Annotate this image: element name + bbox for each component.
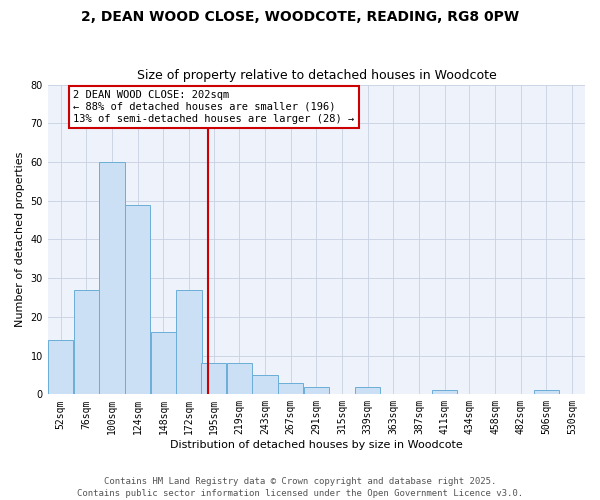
Bar xyxy=(48,340,73,394)
X-axis label: Distribution of detached houses by size in Woodcote: Distribution of detached houses by size … xyxy=(170,440,463,450)
Bar xyxy=(176,290,202,395)
Text: 2, DEAN WOOD CLOSE, WOODCOTE, READING, RG8 0PW: 2, DEAN WOOD CLOSE, WOODCOTE, READING, R… xyxy=(81,10,519,24)
Bar xyxy=(355,386,380,394)
Bar xyxy=(227,364,252,394)
Bar xyxy=(74,290,99,395)
Title: Size of property relative to detached houses in Woodcote: Size of property relative to detached ho… xyxy=(137,69,496,82)
Text: 2 DEAN WOOD CLOSE: 202sqm
← 88% of detached houses are smaller (196)
13% of semi: 2 DEAN WOOD CLOSE: 202sqm ← 88% of detac… xyxy=(73,90,355,124)
Bar xyxy=(100,162,125,394)
Bar xyxy=(151,332,176,394)
Bar xyxy=(278,382,303,394)
Text: Contains HM Land Registry data © Crown copyright and database right 2025.
Contai: Contains HM Land Registry data © Crown c… xyxy=(77,476,523,498)
Y-axis label: Number of detached properties: Number of detached properties xyxy=(15,152,25,327)
Bar xyxy=(304,386,329,394)
Bar xyxy=(253,375,278,394)
Bar xyxy=(432,390,457,394)
Bar xyxy=(201,364,226,394)
Bar xyxy=(534,390,559,394)
Bar xyxy=(125,204,150,394)
